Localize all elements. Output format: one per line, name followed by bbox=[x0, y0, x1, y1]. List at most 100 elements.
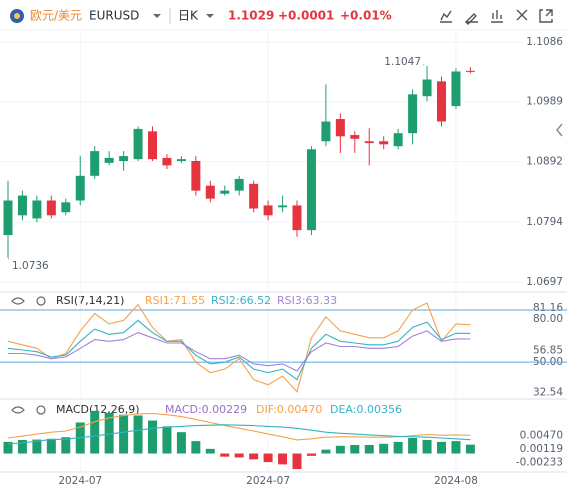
macd-bar bbox=[32, 439, 42, 454]
macd-bar bbox=[422, 439, 432, 454]
x-tick-label: 2024-07 bbox=[246, 475, 290, 487]
candle-body bbox=[191, 161, 201, 191]
macd-bar bbox=[335, 445, 345, 454]
y-tick-label: 1.0697 bbox=[526, 276, 563, 288]
y-tick-label: 1.0794 bbox=[526, 216, 563, 228]
macd-bar bbox=[408, 438, 418, 454]
candle-body bbox=[379, 141, 389, 145]
candle-body bbox=[148, 131, 157, 160]
macd-bar bbox=[162, 426, 172, 454]
rsi-icons bbox=[11, 296, 46, 306]
tool-trend[interactable] bbox=[440, 10, 452, 23]
y-tick-label: 56.85 bbox=[533, 344, 563, 356]
macd-bar bbox=[306, 453, 316, 456]
macd-bar bbox=[46, 438, 56, 454]
y-tick-label: 0.00119 bbox=[520, 443, 563, 455]
flag-icon-star bbox=[14, 13, 20, 19]
period[interactable]: 日K bbox=[178, 9, 199, 23]
macd-bar bbox=[133, 415, 143, 454]
candle-body bbox=[234, 178, 244, 191]
price-change: +0.0001 bbox=[278, 9, 334, 23]
indicator-line bbox=[8, 330, 471, 372]
candle-body bbox=[292, 205, 302, 231]
candle-body bbox=[249, 183, 259, 209]
macd-bar bbox=[364, 444, 374, 454]
macd-bar bbox=[104, 412, 114, 454]
macd-bar bbox=[205, 448, 215, 454]
pair-code[interactable]: EURUSD bbox=[89, 9, 139, 23]
macd-bar bbox=[437, 441, 446, 454]
eye-icon[interactable] bbox=[11, 406, 25, 414]
macd-bar bbox=[191, 441, 201, 454]
high-annotation: 1.1047 bbox=[384, 56, 421, 68]
candle-body bbox=[3, 200, 13, 236]
macd-bar bbox=[3, 441, 13, 454]
macd-bar bbox=[465, 444, 475, 454]
dropdown-arrow[interactable] bbox=[153, 14, 161, 18]
legend-entry: RSI1:71.55 bbox=[145, 294, 205, 307]
macd-bar bbox=[234, 453, 244, 458]
candle-body bbox=[350, 135, 360, 139]
candle-body bbox=[46, 200, 56, 216]
legend-entry: RSI2:66.52 bbox=[211, 294, 271, 307]
candle-body bbox=[75, 175, 85, 201]
tool-compare[interactable] bbox=[516, 9, 528, 21]
macd-bar bbox=[379, 443, 389, 454]
macd-bar bbox=[220, 453, 230, 457]
candle-body bbox=[176, 159, 186, 161]
legend-entry: MACD:0.00229 bbox=[165, 403, 247, 416]
candle-body bbox=[133, 128, 143, 160]
macd-bar bbox=[176, 432, 186, 454]
indicator-line bbox=[7, 412, 471, 441]
y-tick-label: 80.00 bbox=[533, 313, 563, 325]
candle-body bbox=[61, 202, 71, 213]
candle-body bbox=[32, 200, 42, 219]
candle-body bbox=[465, 70, 475, 72]
candle-body bbox=[364, 141, 374, 144]
low-annotation: 1.0736 bbox=[12, 260, 49, 272]
macd-icons bbox=[11, 405, 46, 415]
gear-icon[interactable] bbox=[36, 296, 46, 306]
macd-bar bbox=[119, 414, 129, 454]
eye-icon[interactable] bbox=[11, 297, 25, 305]
candle-body bbox=[451, 71, 461, 107]
macd-bar bbox=[61, 437, 71, 454]
indicator-line bbox=[7, 319, 471, 381]
candle-body bbox=[17, 195, 27, 216]
candle-body bbox=[393, 133, 403, 147]
macd-bar bbox=[451, 441, 461, 454]
y-tick-label: 1.0989 bbox=[526, 96, 563, 108]
y-tick-label: -0.00233 bbox=[516, 457, 563, 469]
gear-icon[interactable] bbox=[36, 405, 46, 415]
pair-cn[interactable]: 欧元/美元 bbox=[30, 9, 82, 23]
tool-indicator[interactable] bbox=[491, 10, 503, 23]
toolbar bbox=[440, 9, 553, 25]
macd-bar bbox=[321, 449, 331, 454]
candle-body bbox=[321, 121, 331, 142]
macd-bar bbox=[90, 410, 100, 454]
candle-body bbox=[119, 156, 129, 161]
tool-draw[interactable] bbox=[465, 13, 478, 25]
y-tick-label: 0.00470 bbox=[520, 429, 563, 441]
macd-bar bbox=[17, 439, 27, 454]
last-price: 1.1029 bbox=[228, 9, 274, 23]
indicator-line bbox=[7, 302, 471, 393]
macd-bar bbox=[249, 453, 259, 460]
dropdown-arrow[interactable] bbox=[206, 14, 214, 18]
rsi-title: RSI(7,14,21) bbox=[56, 294, 124, 307]
macd-bar bbox=[148, 420, 157, 454]
candle-body bbox=[90, 151, 100, 176]
macd-bar bbox=[263, 453, 273, 463]
macd-bar bbox=[393, 441, 403, 454]
tool-fullscreen[interactable] bbox=[539, 9, 553, 23]
legend-entry: DEA:0.00356 bbox=[330, 403, 402, 416]
candle-body bbox=[220, 190, 230, 194]
candle-body bbox=[263, 205, 273, 216]
legend-entry: DIF:0.00470 bbox=[256, 403, 322, 416]
macd-bar bbox=[278, 453, 288, 465]
y-tick-label: 81.16 bbox=[533, 302, 563, 314]
candle-body bbox=[408, 94, 418, 134]
collapse-arrow[interactable] bbox=[556, 123, 563, 137]
